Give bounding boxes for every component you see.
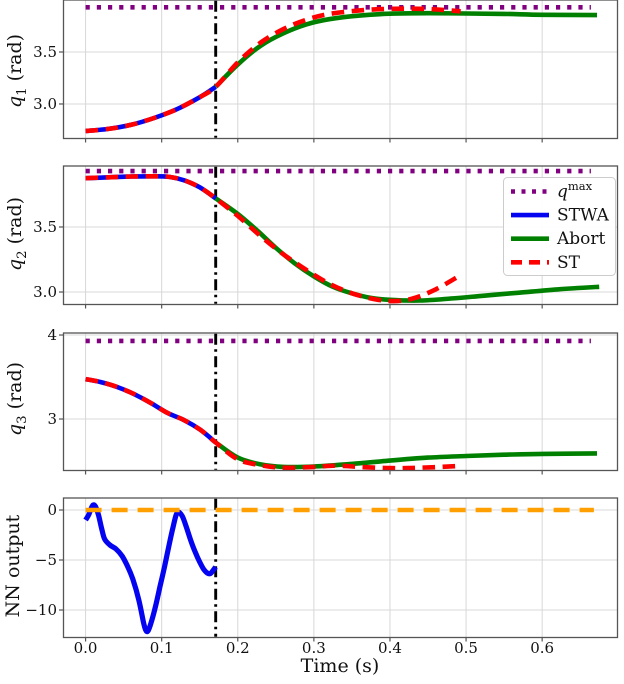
ylabel-q3-var: q xyxy=(4,423,27,437)
ytick-label-nn-output: 0 xyxy=(47,501,57,519)
series-Abort-q3 xyxy=(214,440,598,470)
ytick-label-q3: 4 xyxy=(47,326,57,344)
legend-box xyxy=(503,177,616,276)
series-STWA-q2 xyxy=(85,173,218,201)
ylabel-q1-var: q xyxy=(4,95,27,109)
series-STWA-q3 xyxy=(85,376,218,445)
ytick-label-nn-output: −10 xyxy=(25,601,57,619)
axes-frame-q1 xyxy=(62,0,619,140)
ylabel-q2: q2 (rad) xyxy=(4,197,30,271)
xtick-label: 0.4 xyxy=(378,639,402,657)
ytick-label-q2: 3.0 xyxy=(33,283,57,301)
xtick-label: 0.3 xyxy=(302,639,326,657)
series-ST-q1 xyxy=(85,6,461,134)
series-group-q3 xyxy=(85,338,598,471)
axes-frame-q2 xyxy=(62,165,619,306)
series-group-q2 xyxy=(85,168,600,304)
ylabel-nn-text: NN output xyxy=(2,514,25,618)
series-STWA-q1 xyxy=(85,84,217,134)
ytick-label-q2: 3.5 xyxy=(33,218,57,236)
ylabel-q1-sub: 1 xyxy=(14,87,30,96)
ytick-label-q3: 3 xyxy=(47,410,57,428)
xtick-label: 0.2 xyxy=(226,639,250,657)
axes-frame-q3 xyxy=(62,332,619,472)
legend: qmax STWA Abort ST xyxy=(503,177,616,276)
ylabel-q2-unit: (rad) xyxy=(4,196,27,251)
xtick-label: 0.6 xyxy=(530,639,554,657)
subplot-nn-output: −10 −5 0 xyxy=(25,497,619,642)
legend-label-Abort: Abort xyxy=(556,229,606,249)
axes-frame-nn-output xyxy=(62,497,619,639)
ylabel-q1-unit: (rad) xyxy=(4,33,27,88)
series-Abort-q1 xyxy=(214,10,598,89)
series-group-q1 xyxy=(85,5,598,134)
ylabel-q1: q1 (rad) xyxy=(4,34,30,108)
ylabel-q3-unit: (rad) xyxy=(4,361,27,416)
ylabel-q2-sub: 2 xyxy=(14,250,30,259)
subplot-q1: 3.0 3.5 xyxy=(33,0,619,143)
series-NN-nn-output xyxy=(83,502,218,635)
ylabel-nn-output: NN output xyxy=(2,515,28,618)
legend-label-qmax: qmax xyxy=(557,179,593,202)
xtick-label: 0.5 xyxy=(454,639,478,657)
ytick-label-q1: 3.0 xyxy=(33,95,57,113)
series-ST-q2 xyxy=(85,173,460,304)
ylabel-q3: q3 (rad) xyxy=(4,362,30,436)
xtick-label: 0.0 xyxy=(74,639,98,657)
series-group-nn-output xyxy=(83,502,594,635)
ytick-label-q1: 3.5 xyxy=(33,43,57,61)
legend-label-ST: ST xyxy=(557,253,581,273)
legend-label-STWA: STWA xyxy=(557,206,610,226)
series-ST-q3 xyxy=(85,376,459,471)
ylabel-q3-sub: 3 xyxy=(14,415,30,424)
xlabel-time: Time (s) xyxy=(300,655,380,677)
ytick-label-nn-output: −5 xyxy=(35,551,57,569)
xtick-label: 0.1 xyxy=(150,639,174,657)
subplot-q3: 34 xyxy=(47,326,619,475)
subplot-q2: 3.0 3.5 xyxy=(33,165,619,309)
ylabel-q2-var: q xyxy=(4,258,27,272)
